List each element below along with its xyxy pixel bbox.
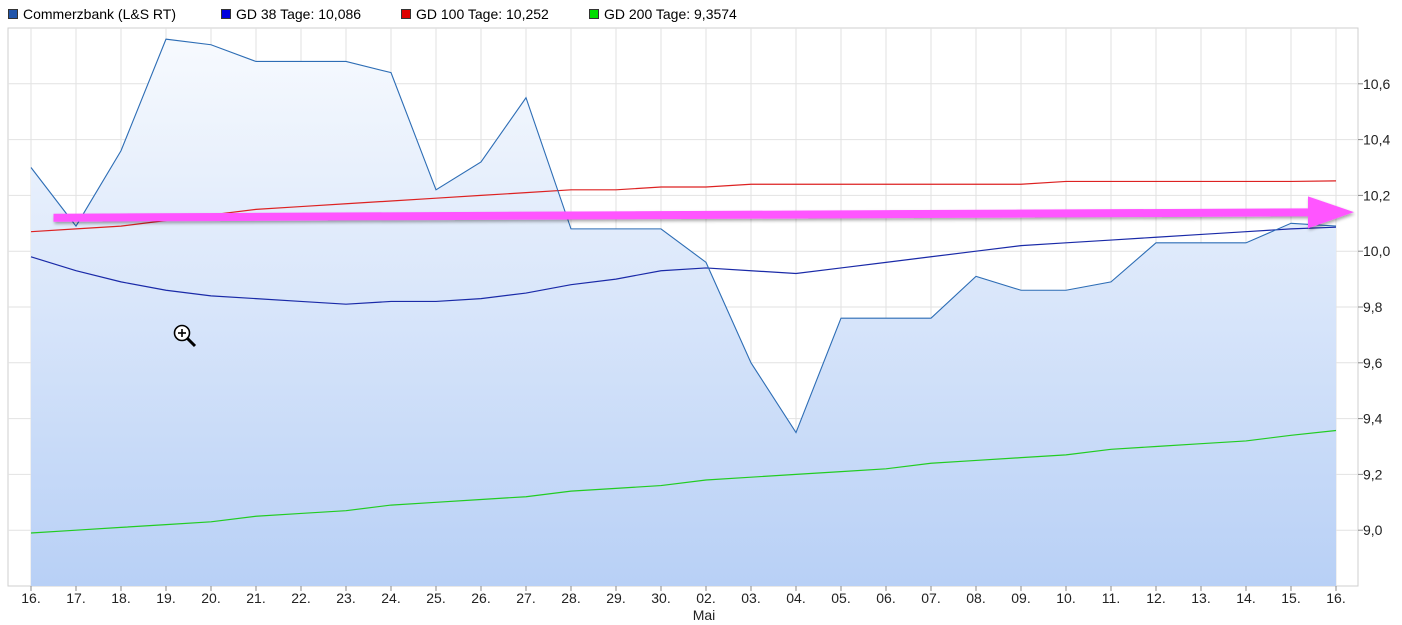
x-tick-label: 30.: [651, 590, 670, 606]
x-tick-label: 13.: [1191, 590, 1210, 606]
x-tick-label: 23.: [336, 590, 355, 606]
x-tick-label: 29.: [606, 590, 625, 606]
x-tick-label: 19.: [156, 590, 175, 606]
legend-swatch-gd38: [221, 9, 231, 19]
x-tick-label: 10.: [1056, 590, 1075, 606]
y-tick-label: 9,2: [1363, 466, 1383, 482]
legend-item-gd100[interactable]: GD 100 Tage: 10,252: [401, 6, 549, 22]
y-tick-label: 10,2: [1363, 187, 1390, 203]
series-lines: [30, 38, 1337, 534]
price-area: [31, 39, 1336, 587]
annotation-arrow-shape: [53, 196, 1354, 229]
legend-swatch-commerzbank: [8, 9, 18, 19]
chart-legend: Commerzbank (L&S RT) GD 38 Tage: 10,086 …: [0, 0, 1402, 28]
series-line-commerzbank: [30, 38, 1337, 434]
legend-label-gd200: GD 200 Tage: 9,3574: [604, 6, 737, 22]
x-tick-label: 27.: [516, 590, 535, 606]
y-tick-label: 10,4: [1363, 132, 1390, 148]
x-tick-label: 14.: [1236, 590, 1255, 606]
x-tick-label: 21.: [246, 590, 265, 606]
x-tick-label: 09.: [1011, 590, 1030, 606]
legend-item-commerzbank[interactable]: Commerzbank (L&S RT): [8, 6, 176, 22]
x-tick-label: 02.: [696, 590, 715, 606]
x-tick-label: 22.: [291, 590, 310, 606]
x-tick-label: 16.: [21, 590, 40, 606]
legend-item-gd200[interactable]: GD 200 Tage: 9,3574: [589, 6, 737, 22]
x-tick-label: 11.: [1102, 590, 1120, 606]
legend-swatch-gd100: [401, 9, 411, 19]
series-line-gd38: [30, 226, 1337, 305]
y-tick-label: 9,0: [1363, 522, 1383, 538]
x-tick-label: 17.: [66, 590, 85, 606]
legend-label-gd38: GD 38 Tage: 10,086: [236, 6, 362, 22]
x-tick-label: 26.: [471, 590, 490, 606]
zoom-in-magnifier-icon: [173, 324, 197, 348]
x-axis-ticks: 16. 17. 18. 19. 20. 21. 22. 23. 24. 25. 26. 27. 28. 2…: [21, 586, 1346, 623]
legend-item-gd38[interactable]: GD 38 Tage: 10,086: [221, 6, 361, 22]
x-tick-label: 06.: [876, 590, 895, 606]
x-tick-label: 05.: [831, 590, 850, 606]
x-tick-label: 08.: [966, 590, 985, 606]
x-tick-label: 28.: [561, 590, 580, 606]
x-month-label: Mai: [693, 607, 716, 623]
legend-label-gd100: GD 100 Tage: 10,252: [416, 6, 549, 22]
x-tick-label: 07.: [921, 590, 940, 606]
x-tick-label: 20.: [201, 590, 220, 606]
price-area-fill: [31, 39, 1336, 587]
x-tick-label: 18.: [111, 590, 130, 606]
y-axis-ticks: 9,0 9,2 9,4 9,6 9,8 10,0 10,2 10,4 10,6: [1358, 76, 1390, 538]
legend-swatch-gd200: [589, 9, 599, 19]
annotation-arrow: [53, 196, 1354, 229]
x-tick-label: 25.: [426, 590, 445, 606]
x-tick-label: 04.: [786, 590, 805, 606]
y-tick-label: 9,6: [1363, 355, 1383, 371]
x-tick-label: 12.: [1146, 590, 1165, 606]
y-tick-label: 10,0: [1363, 243, 1390, 259]
x-tick-label: 15.: [1281, 590, 1300, 606]
series-line-gd100: [30, 180, 1337, 233]
y-tick-label: 10,6: [1363, 76, 1390, 92]
legend-label-commerzbank: Commerzbank (L&S RT): [23, 6, 177, 22]
series-line-gd200: [30, 429, 1337, 534]
x-tick-label: 24.: [381, 590, 400, 606]
y-tick-label: 9,4: [1363, 411, 1383, 427]
y-tick-label: 9,8: [1363, 299, 1383, 315]
x-tick-label: 16.: [1326, 590, 1345, 606]
x-tick-label: 03.: [741, 590, 760, 606]
